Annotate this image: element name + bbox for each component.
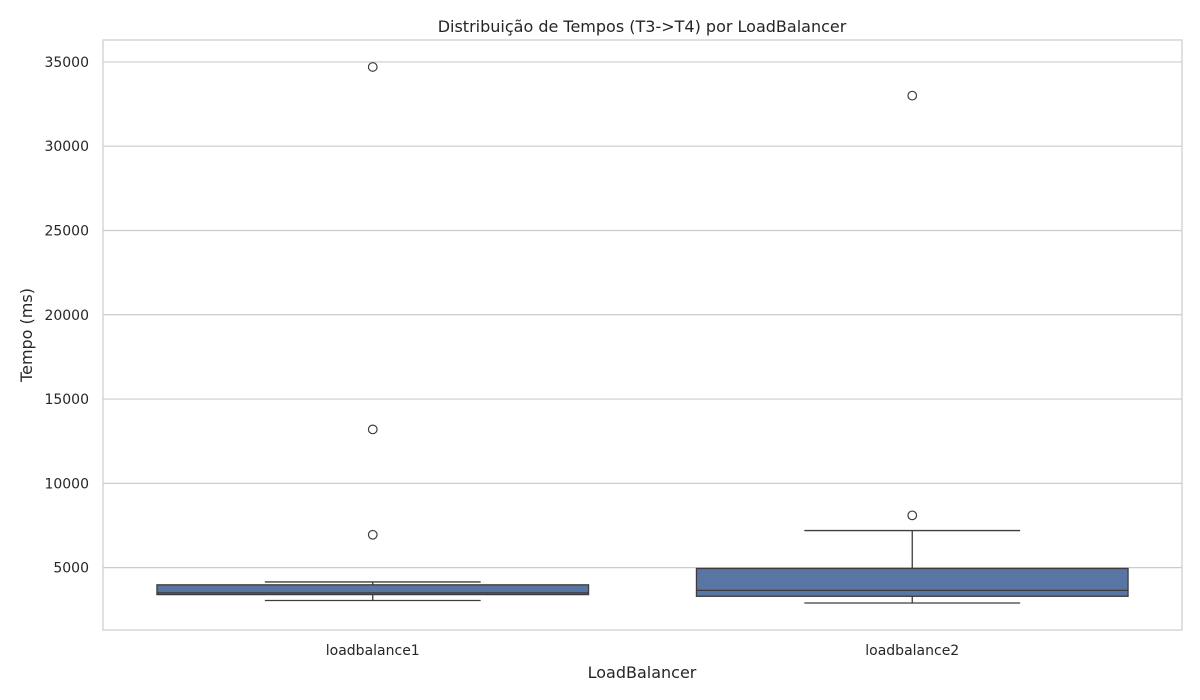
y-tick-label: 30000 [44, 139, 89, 155]
iqr-box [156, 584, 590, 596]
outlier-point [367, 529, 378, 540]
box-group [695, 90, 1129, 604]
iqr-box [695, 567, 1129, 597]
outlier-point [367, 424, 378, 435]
x-tick-label: loadbalance2 [865, 643, 959, 659]
chart-title: Distribuição de Tempos (T3->T4) por Load… [438, 17, 847, 36]
y-tick-label: 20000 [44, 308, 89, 324]
outlier-point [367, 62, 378, 72]
y-tick-label: 35000 [44, 55, 89, 71]
plot-frame [102, 39, 1183, 631]
box-group [156, 62, 590, 602]
outlier-point [907, 90, 918, 101]
outlier-point [907, 510, 918, 521]
grid-lines [103, 61, 1182, 569]
box-marks [156, 62, 1129, 604]
x-axis-label: LoadBalancer [588, 663, 697, 682]
y-tick-label: 10000 [44, 476, 89, 492]
y-axis-label: Tempo (ms) [17, 288, 36, 383]
y-tick-label: 15000 [44, 392, 89, 408]
y-tick-label: 5000 [53, 561, 89, 577]
y-tick-label: 25000 [44, 223, 89, 239]
tick-labels: 5000 10000 15000 20000 25000 30000 35000 loadba… [44, 55, 959, 659]
x-tick-label: loadbalance1 [326, 643, 420, 659]
